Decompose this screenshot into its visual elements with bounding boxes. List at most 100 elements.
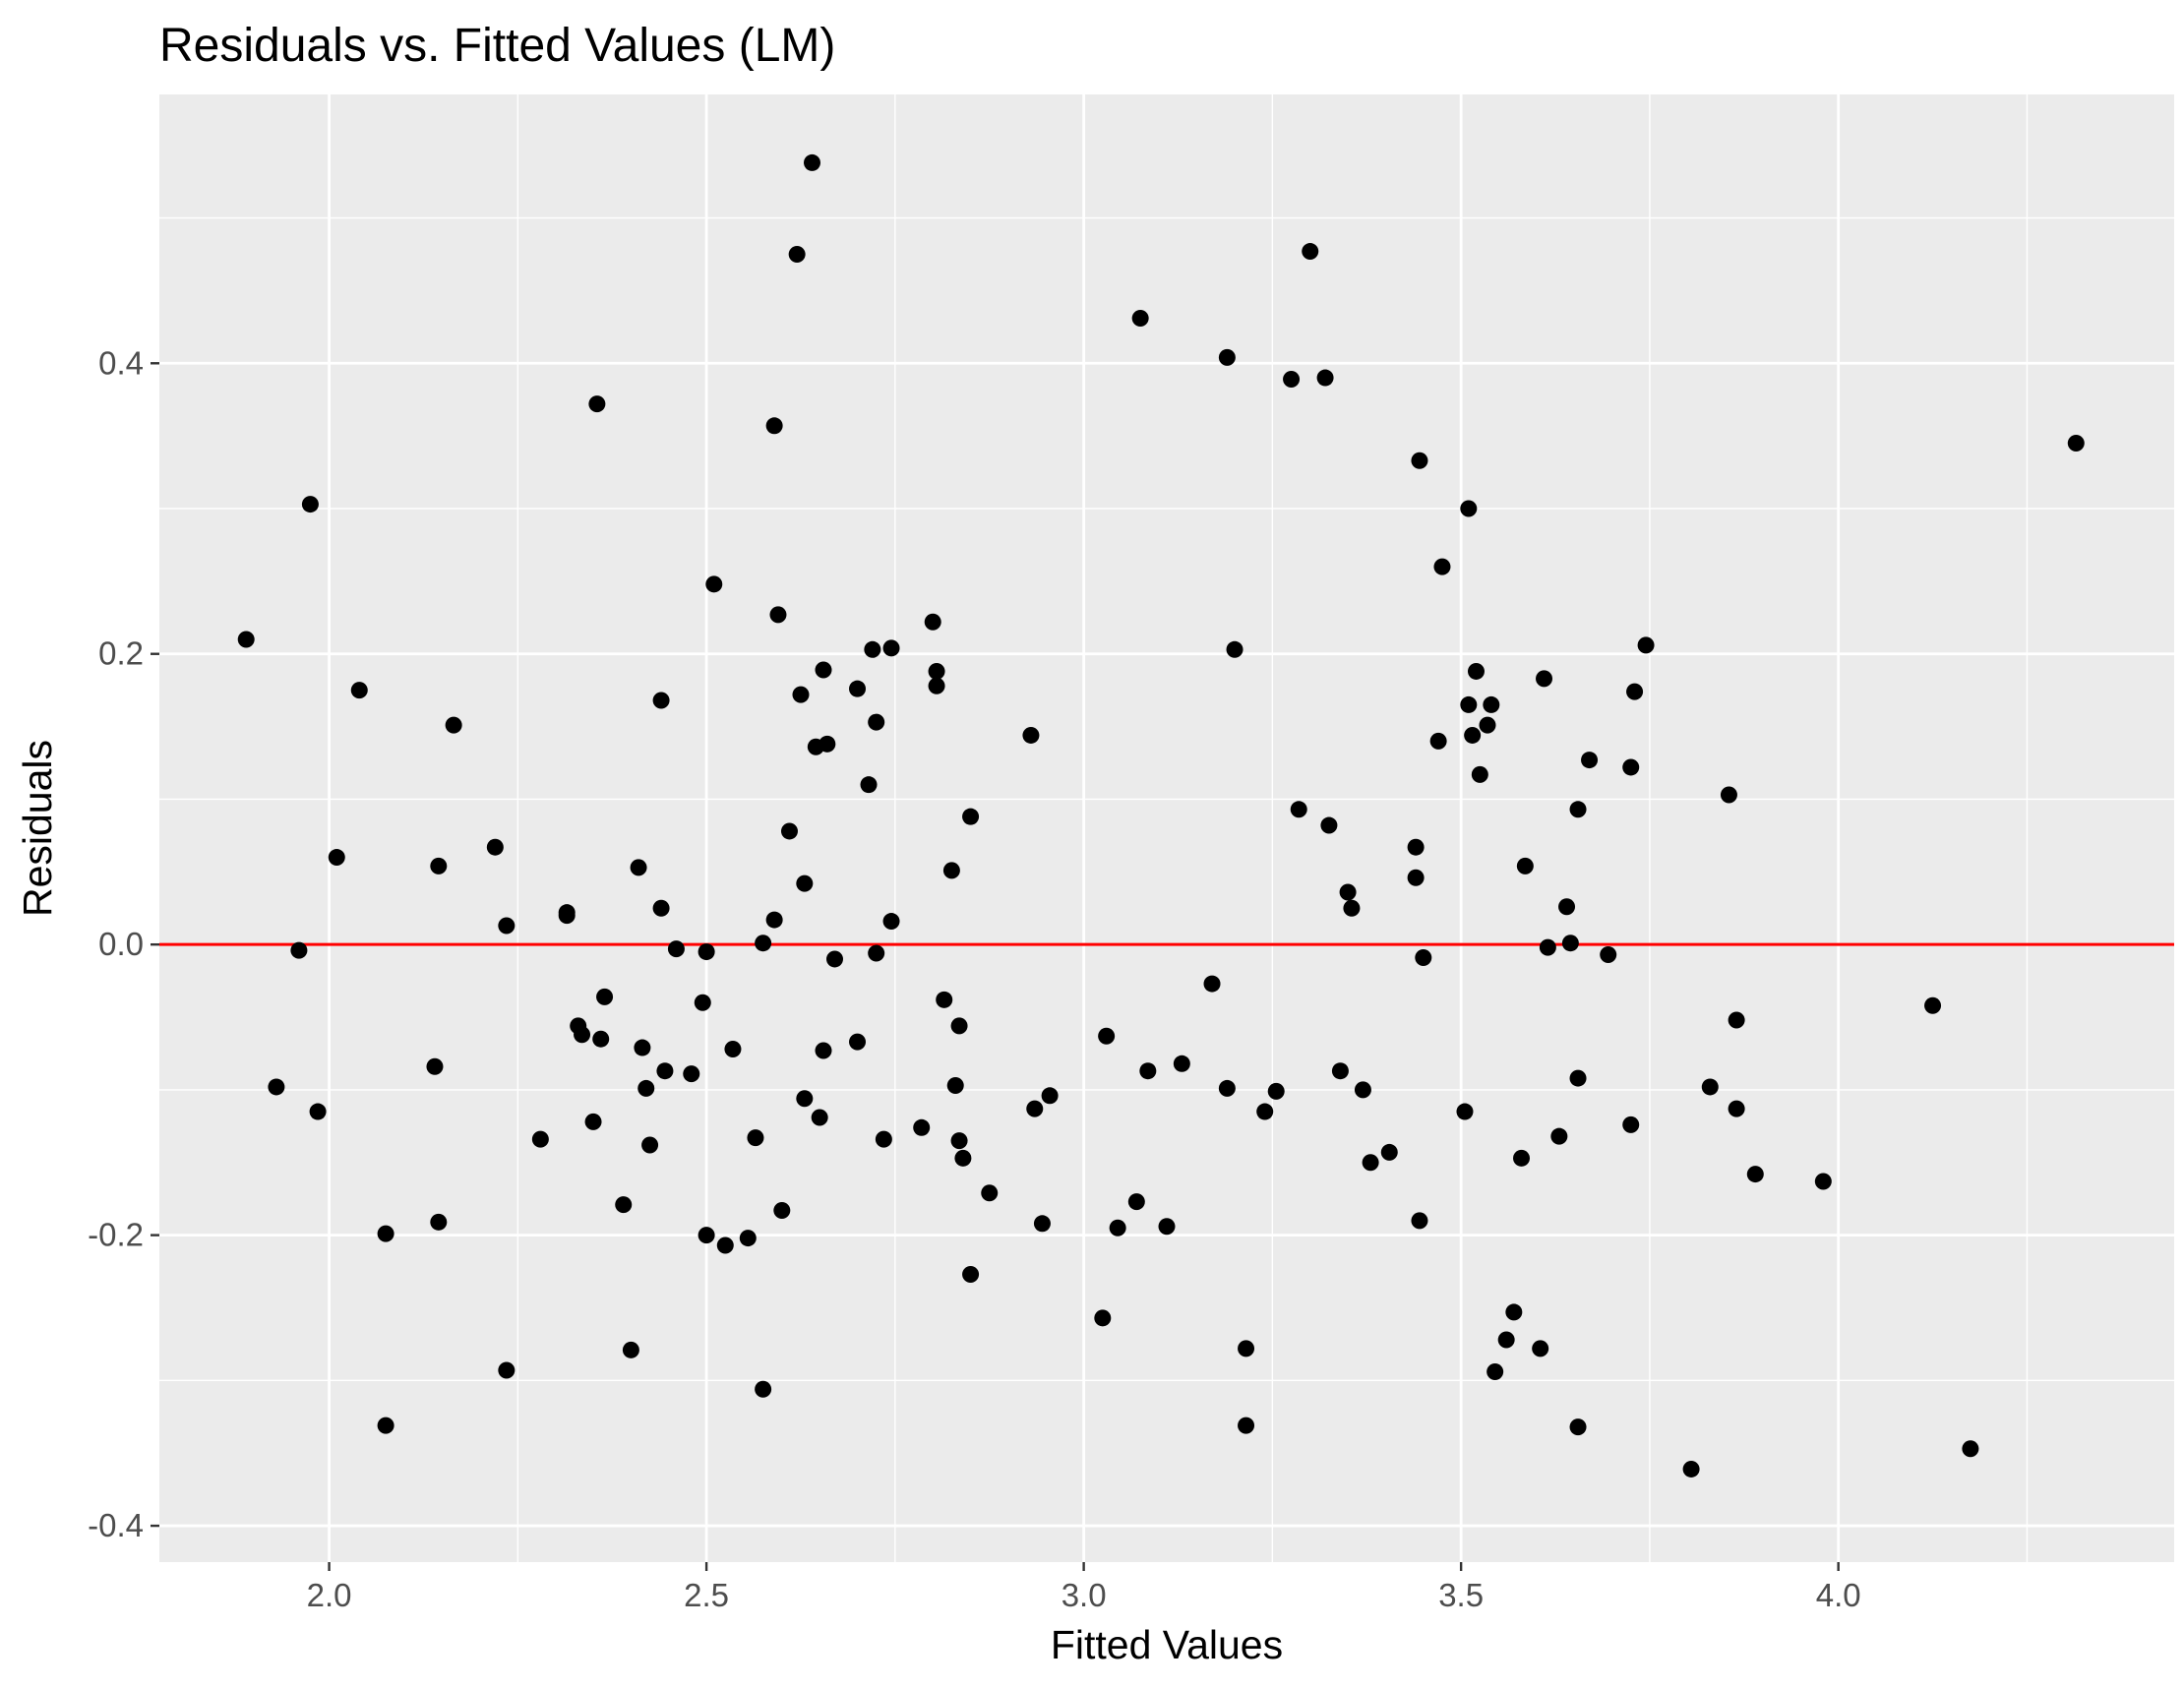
data-point (1256, 1103, 1274, 1120)
data-point (1460, 500, 1478, 517)
data-point (1139, 1062, 1157, 1080)
data-point (1746, 1166, 1764, 1183)
data-point (350, 682, 368, 699)
data-point (1407, 838, 1425, 856)
data-point (377, 1417, 394, 1434)
data-point (765, 911, 783, 929)
data-point (1331, 1062, 1349, 1080)
data-point (377, 1225, 394, 1242)
data-point (1532, 1340, 1549, 1357)
y-tick-label: 0.0 (98, 926, 144, 962)
data-point (924, 613, 941, 631)
data-point (426, 1057, 444, 1075)
data-point (1429, 732, 1447, 750)
x-tick-label: 3.5 (1438, 1577, 1484, 1613)
data-point (1026, 1100, 1044, 1117)
data-point (1622, 1116, 1640, 1133)
data-point (637, 1079, 655, 1097)
data-point (868, 713, 885, 731)
data-point (739, 1230, 757, 1247)
y-axis-title: Residuals (15, 740, 60, 917)
data-point (237, 631, 255, 648)
data-point (698, 943, 715, 961)
data-point (946, 1076, 964, 1094)
data-point (1158, 1218, 1176, 1236)
data-point (1127, 1193, 1145, 1211)
data-point (630, 859, 647, 876)
data-point (1343, 899, 1361, 917)
data-point (615, 1196, 633, 1214)
data-point (755, 935, 772, 952)
data-point (868, 944, 885, 962)
data-point (1569, 801, 1587, 818)
data-point (811, 1109, 828, 1126)
data-point (498, 1361, 516, 1379)
data-point (486, 838, 504, 856)
x-axis-title: Fitted Values (1051, 1622, 1283, 1667)
y-tick-label: -0.4 (88, 1507, 144, 1543)
data-point (1320, 816, 1338, 834)
data-point (1460, 695, 1478, 713)
data-point (531, 1130, 549, 1148)
data-point (445, 716, 462, 734)
data-point (1550, 1127, 1568, 1145)
data-point (1094, 1309, 1112, 1327)
data-point (826, 950, 844, 968)
data-point (1626, 683, 1644, 700)
data-point (705, 575, 723, 593)
data-point (301, 496, 319, 513)
data-point (1581, 752, 1599, 769)
data-point (788, 245, 806, 263)
data-point (1456, 1103, 1474, 1120)
data-point (1569, 1069, 1587, 1087)
data-points (237, 153, 2085, 1478)
data-point (792, 686, 810, 703)
data-point (592, 1030, 610, 1048)
data-point (875, 1130, 892, 1148)
data-point (803, 153, 820, 171)
data-point (1407, 869, 1425, 886)
data-point (1924, 996, 1942, 1014)
data-point (796, 1090, 814, 1108)
x-tick-label: 3.0 (1062, 1577, 1107, 1613)
data-point (1471, 765, 1488, 783)
data-point (574, 1026, 591, 1044)
data-point (950, 1132, 968, 1150)
data-point (1033, 1215, 1051, 1233)
data-point (694, 994, 711, 1011)
data-point (596, 988, 614, 1005)
data-point (849, 680, 867, 697)
data-point (849, 1033, 867, 1051)
data-point (1720, 786, 1737, 804)
data-point (819, 735, 836, 753)
data-point (1483, 695, 1500, 713)
data-point (765, 417, 783, 435)
data-point (1238, 1340, 1255, 1357)
data-point (747, 1129, 764, 1147)
data-point (716, 1237, 734, 1254)
data-point (498, 917, 516, 935)
data-point (1513, 1149, 1531, 1167)
data-point (796, 875, 814, 892)
data-point (1464, 726, 1482, 744)
data-point (1539, 938, 1556, 956)
data-point (860, 776, 878, 794)
data-point (683, 1065, 700, 1083)
data-point (1267, 1082, 1285, 1100)
chart-title: Residuals vs. Fitted Values (LM) (159, 20, 835, 72)
data-point (1354, 1081, 1371, 1099)
data-point (1218, 1079, 1236, 1097)
data-point (698, 1227, 715, 1244)
data-point (1415, 948, 1432, 966)
data-point (950, 1017, 968, 1035)
data-point (1814, 1173, 1832, 1190)
data-point (1962, 1440, 1979, 1458)
data-point (962, 808, 980, 825)
data-point (1516, 857, 1534, 875)
data-point (652, 692, 670, 709)
data-point (1701, 1078, 1719, 1096)
data-point (309, 1103, 327, 1120)
data-point (928, 662, 945, 680)
data-point (773, 1202, 791, 1220)
